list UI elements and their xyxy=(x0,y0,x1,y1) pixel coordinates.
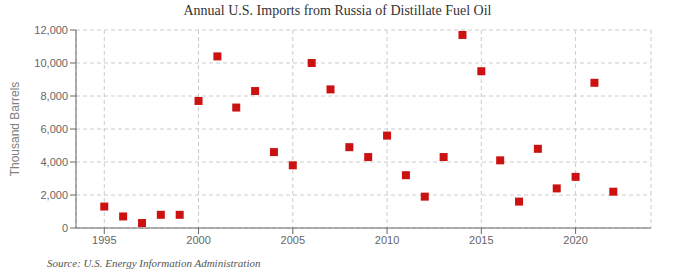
svg-text:2020: 2020 xyxy=(563,234,587,246)
svg-text:10,000: 10,000 xyxy=(34,57,68,69)
svg-text:2010: 2010 xyxy=(375,234,399,246)
svg-text:6,000: 6,000 xyxy=(40,123,68,135)
svg-text:4,000: 4,000 xyxy=(40,156,68,168)
svg-text:2005: 2005 xyxy=(281,234,305,246)
svg-text:1995: 1995 xyxy=(92,234,116,246)
svg-text:2015: 2015 xyxy=(469,234,493,246)
html-text:Annual U.S. Imports from Russi: Annual U.S. Imports from Russia of Disti… xyxy=(183,3,492,18)
svg-text:12,000: 12,000 xyxy=(34,24,68,36)
svg-text:Thousand Barrels: Thousand Barrels xyxy=(8,82,22,177)
svg-text:2000: 2000 xyxy=(186,234,210,246)
svg-text:8,000: 8,000 xyxy=(40,90,68,102)
html-text:Source: U.S. Energy Informatio: Source: U.S. Energy Information Administ… xyxy=(47,257,261,269)
svg-text:2,000: 2,000 xyxy=(40,189,68,201)
svg-text:0: 0 xyxy=(62,222,68,234)
